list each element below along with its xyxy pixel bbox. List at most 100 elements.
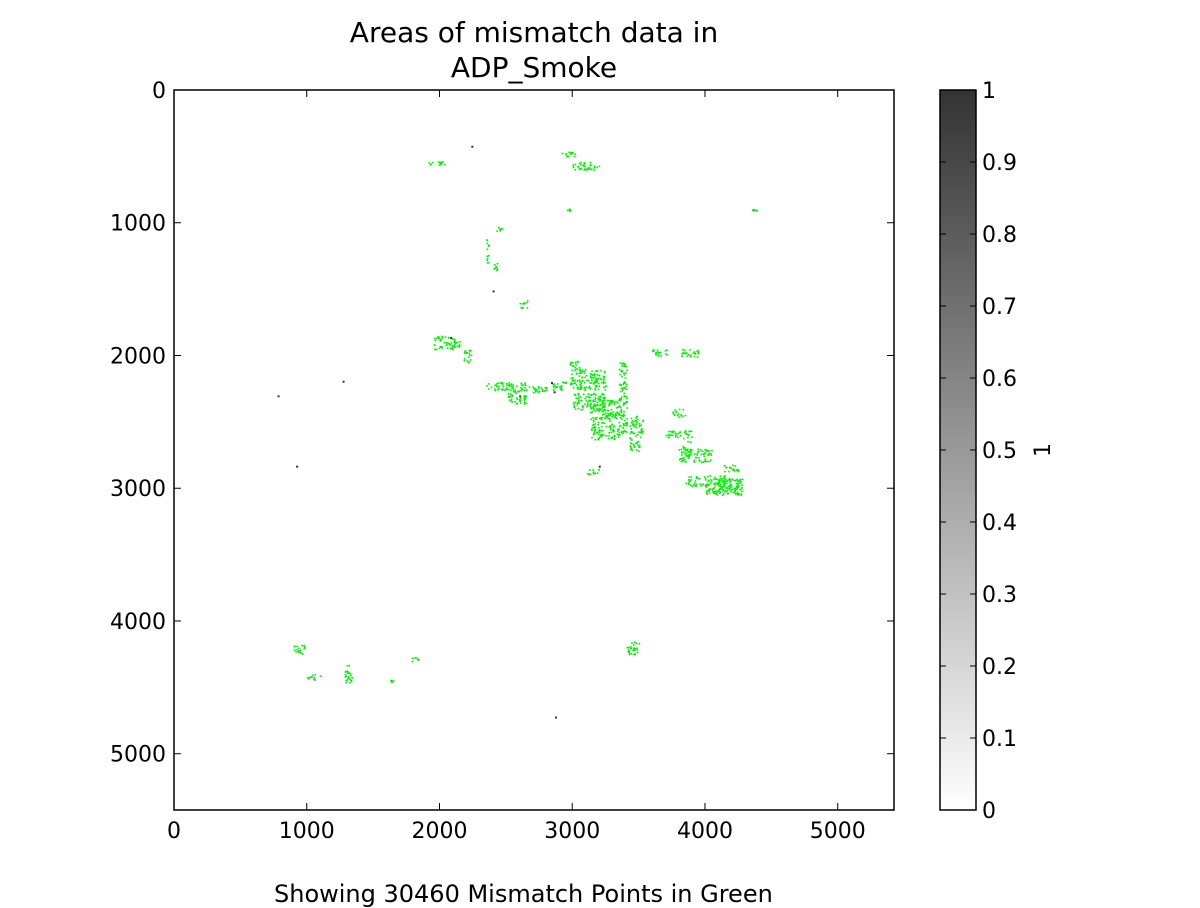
mismatch-point: [599, 435, 602, 437]
mismatch-point: [729, 486, 732, 489]
mismatch-point: [684, 431, 686, 434]
mismatch-point: [496, 382, 498, 385]
mismatch-point: [672, 411, 674, 413]
mismatch-point: [710, 454, 713, 457]
mismatch-point: [444, 336, 447, 338]
mismatch-region: [390, 679, 395, 684]
mismatch-point: [350, 680, 353, 682]
mismatch-point: [594, 423, 597, 425]
mismatch-point: [428, 162, 430, 164]
mismatch-point: [588, 399, 590, 402]
mismatch-point: [541, 388, 544, 391]
mismatch-point: [592, 469, 594, 471]
mismatch-point: [723, 493, 725, 495]
mismatch-point: [633, 648, 635, 651]
mismatch-point: [680, 454, 683, 457]
mismatch-point: [464, 352, 466, 355]
mismatch-point: [578, 366, 581, 369]
dark-mark: [471, 145, 474, 148]
mismatch-point: [545, 389, 548, 392]
mismatch-point: [587, 472, 589, 475]
mismatch-point: [572, 365, 575, 368]
mismatch-point: [584, 403, 586, 405]
mismatch-point: [552, 386, 555, 388]
mismatch-point: [511, 386, 513, 388]
mismatch-point: [755, 209, 757, 211]
mismatch-point: [593, 403, 595, 405]
mismatch-point: [636, 441, 638, 443]
mismatch-point: [510, 398, 513, 401]
mismatch-point: [522, 384, 525, 387]
mismatch-point: [580, 168, 583, 171]
mismatch-point: [581, 370, 584, 373]
mismatch-point: [467, 361, 469, 363]
mismatch-point: [560, 387, 563, 389]
colorbar-tick-label: 0.2: [982, 655, 1017, 680]
mismatch-point: [594, 438, 596, 441]
mismatch-point: [501, 228, 504, 230]
mismatch-point: [571, 369, 573, 372]
mismatch-point: [631, 442, 633, 445]
mismatch-point: [730, 483, 732, 486]
mismatch-point: [488, 244, 490, 246]
mismatch-point: [674, 409, 676, 411]
mismatch-point: [630, 448, 632, 451]
mismatch-point: [622, 413, 625, 416]
mismatch-point: [670, 434, 672, 436]
mismatch-point: [581, 380, 584, 382]
mismatch-point: [450, 347, 453, 350]
mismatch-point: [510, 393, 512, 395]
mismatch-point: [611, 437, 613, 439]
mismatch-point: [589, 400, 592, 402]
mismatch-point: [506, 388, 508, 391]
mismatch-point: [553, 383, 555, 386]
mismatch-point: [590, 374, 592, 376]
mismatch-point: [599, 417, 602, 419]
mismatch-point: [741, 484, 743, 486]
mismatch-point: [635, 435, 637, 437]
mismatch-point: [578, 379, 581, 382]
mismatch-point: [736, 485, 738, 487]
mismatch-point: [313, 676, 316, 679]
mismatch-point: [613, 425, 616, 427]
mismatch-point: [567, 155, 570, 158]
mismatch-point: [590, 411, 592, 414]
mismatch-point: [666, 349, 668, 351]
mismatch-point: [434, 337, 436, 340]
mismatch-point: [689, 355, 692, 358]
mismatch-point: [633, 647, 635, 649]
mismatch-point: [569, 364, 572, 366]
mismatch-point: [610, 427, 612, 430]
mismatch-point: [674, 432, 677, 434]
mismatch-point: [636, 423, 638, 425]
mismatch-point: [600, 404, 602, 406]
mismatch-point: [603, 405, 606, 408]
mismatch-point: [541, 390, 544, 392]
mismatch-point: [719, 483, 722, 486]
mismatch-point: [683, 451, 685, 453]
mismatch-point: [602, 406, 604, 408]
mismatch-point: [696, 452, 699, 455]
mismatch-point: [730, 467, 733, 470]
mismatch-point: [581, 376, 583, 379]
mismatch-point: [434, 348, 436, 351]
mismatch-point: [669, 434, 671, 437]
mismatch-point: [605, 435, 607, 437]
dark-mark: [277, 395, 280, 398]
mismatch-point: [740, 493, 743, 495]
mismatch-point: [504, 389, 507, 391]
mismatch-point: [296, 645, 298, 648]
mismatch-point: [524, 383, 526, 385]
mismatch-point: [601, 392, 604, 395]
mismatch-point: [598, 430, 600, 432]
mismatch-point: [636, 415, 639, 418]
mismatch-point: [500, 228, 502, 230]
mismatch-region: [496, 226, 504, 232]
mismatch-point: [495, 384, 498, 387]
mismatch-point: [593, 432, 596, 435]
mismatch-point: [729, 488, 731, 491]
mismatch-point: [622, 387, 624, 390]
mismatch-point: [440, 161, 443, 164]
mismatch-point: [656, 349, 659, 352]
mismatch-point: [601, 410, 604, 413]
